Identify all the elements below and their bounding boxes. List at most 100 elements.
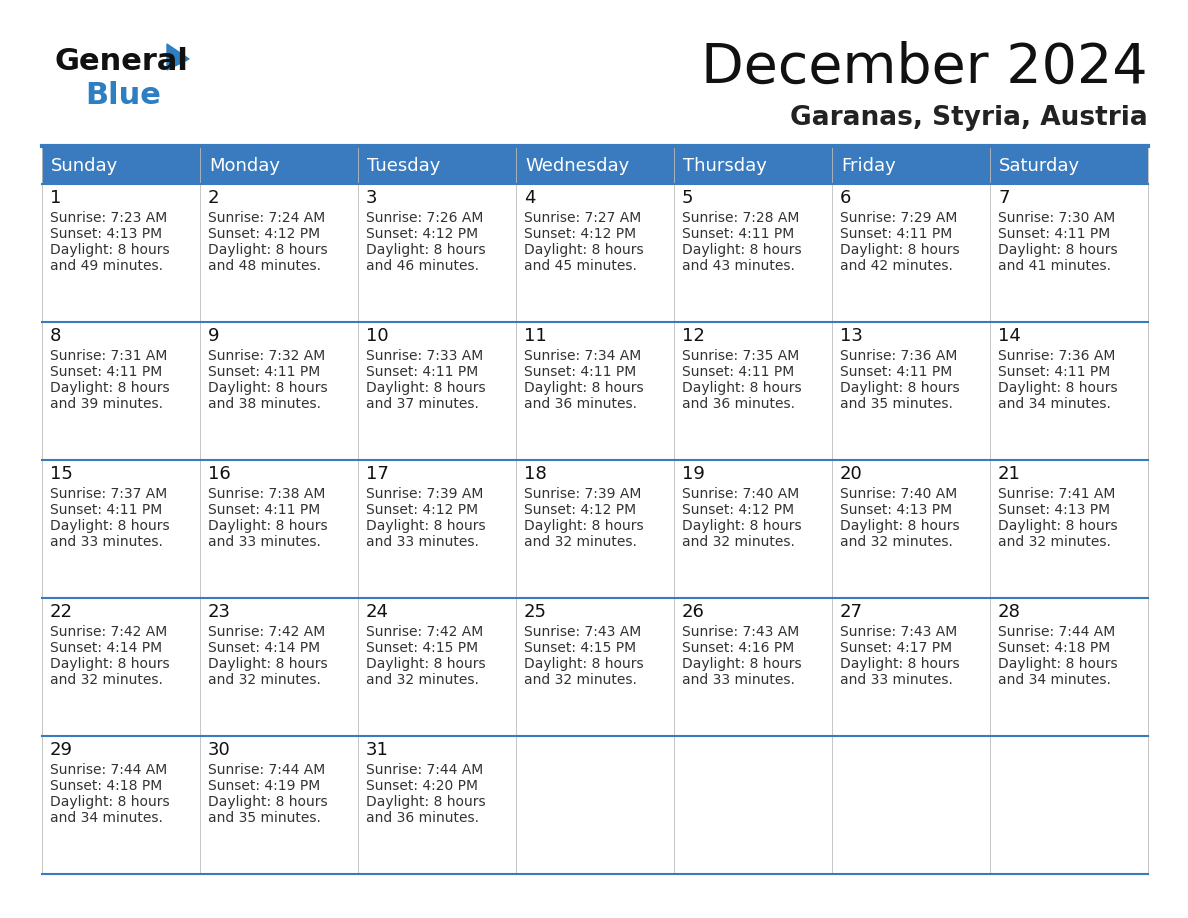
Bar — [832, 148, 990, 184]
Text: Daylight: 8 hours: Daylight: 8 hours — [524, 519, 644, 533]
Text: Sunrise: 7:40 AM: Sunrise: 7:40 AM — [682, 487, 800, 501]
Bar — [516, 184, 674, 322]
Text: Sunrise: 7:42 AM: Sunrise: 7:42 AM — [50, 625, 168, 639]
Bar — [516, 148, 674, 184]
Text: Sunrise: 7:44 AM: Sunrise: 7:44 AM — [50, 763, 168, 777]
Text: Daylight: 8 hours: Daylight: 8 hours — [682, 243, 802, 257]
Bar — [200, 322, 358, 460]
Text: and 36 minutes.: and 36 minutes. — [524, 397, 637, 411]
Text: Sunrise: 7:43 AM: Sunrise: 7:43 AM — [682, 625, 800, 639]
Text: Daylight: 8 hours: Daylight: 8 hours — [840, 243, 960, 257]
Text: 20: 20 — [840, 465, 862, 483]
Text: Sunrise: 7:41 AM: Sunrise: 7:41 AM — [998, 487, 1116, 501]
Text: Sunrise: 7:36 AM: Sunrise: 7:36 AM — [840, 349, 958, 363]
Bar — [358, 148, 516, 184]
Text: Sunset: 4:11 PM: Sunset: 4:11 PM — [840, 227, 953, 241]
Bar — [42, 460, 200, 598]
Bar — [358, 736, 516, 874]
Bar — [674, 184, 832, 322]
Text: Sunset: 4:11 PM: Sunset: 4:11 PM — [682, 365, 795, 379]
Bar — [200, 598, 358, 736]
Text: and 35 minutes.: and 35 minutes. — [840, 397, 953, 411]
Bar — [42, 736, 200, 874]
Text: Daylight: 8 hours: Daylight: 8 hours — [366, 243, 486, 257]
Text: Daylight: 8 hours: Daylight: 8 hours — [50, 519, 170, 533]
Text: 25: 25 — [524, 603, 546, 621]
Bar — [674, 736, 832, 874]
Text: Sunrise: 7:34 AM: Sunrise: 7:34 AM — [524, 349, 642, 363]
Text: 28: 28 — [998, 603, 1020, 621]
Text: and 34 minutes.: and 34 minutes. — [50, 811, 163, 825]
Text: 12: 12 — [682, 327, 704, 345]
Bar — [200, 148, 358, 184]
Text: Sunset: 4:13 PM: Sunset: 4:13 PM — [998, 503, 1110, 517]
Text: Sunset: 4:11 PM: Sunset: 4:11 PM — [50, 503, 163, 517]
Text: 26: 26 — [682, 603, 704, 621]
Text: Sunrise: 7:40 AM: Sunrise: 7:40 AM — [840, 487, 958, 501]
Text: 1: 1 — [50, 189, 62, 207]
Text: Daylight: 8 hours: Daylight: 8 hours — [50, 381, 170, 395]
Text: Daylight: 8 hours: Daylight: 8 hours — [840, 519, 960, 533]
Text: Wednesday: Wednesday — [525, 157, 630, 175]
Text: 31: 31 — [366, 741, 388, 759]
Text: 22: 22 — [50, 603, 72, 621]
Bar — [832, 736, 990, 874]
Text: December 2024: December 2024 — [701, 41, 1148, 95]
Text: Daylight: 8 hours: Daylight: 8 hours — [366, 381, 486, 395]
Text: Sunrise: 7:39 AM: Sunrise: 7:39 AM — [524, 487, 642, 501]
Text: Sunset: 4:12 PM: Sunset: 4:12 PM — [524, 227, 636, 241]
Text: Daylight: 8 hours: Daylight: 8 hours — [524, 243, 644, 257]
Text: Sunrise: 7:44 AM: Sunrise: 7:44 AM — [998, 625, 1116, 639]
Text: and 35 minutes.: and 35 minutes. — [208, 811, 321, 825]
Text: Sunrise: 7:42 AM: Sunrise: 7:42 AM — [366, 625, 484, 639]
Text: Sunset: 4:13 PM: Sunset: 4:13 PM — [50, 227, 162, 241]
Text: 13: 13 — [840, 327, 862, 345]
Text: 5: 5 — [682, 189, 694, 207]
Text: 23: 23 — [208, 603, 230, 621]
Bar — [674, 148, 832, 184]
Text: 10: 10 — [366, 327, 388, 345]
Text: 8: 8 — [50, 327, 62, 345]
Text: Daylight: 8 hours: Daylight: 8 hours — [524, 657, 644, 671]
Text: Sunrise: 7:23 AM: Sunrise: 7:23 AM — [50, 211, 168, 225]
Text: and 33 minutes.: and 33 minutes. — [50, 535, 163, 549]
Text: Sunset: 4:12 PM: Sunset: 4:12 PM — [682, 503, 794, 517]
Text: 15: 15 — [50, 465, 72, 483]
Text: Sunset: 4:18 PM: Sunset: 4:18 PM — [50, 779, 163, 793]
Text: 3: 3 — [366, 189, 378, 207]
Text: Daylight: 8 hours: Daylight: 8 hours — [840, 657, 960, 671]
Text: Garanas, Styria, Austria: Garanas, Styria, Austria — [790, 105, 1148, 131]
Text: Daylight: 8 hours: Daylight: 8 hours — [840, 381, 960, 395]
Bar — [42, 322, 200, 460]
Text: Sunrise: 7:33 AM: Sunrise: 7:33 AM — [366, 349, 484, 363]
Text: and 46 minutes.: and 46 minutes. — [366, 259, 479, 273]
Text: Daylight: 8 hours: Daylight: 8 hours — [998, 657, 1118, 671]
Bar — [42, 598, 200, 736]
Text: and 36 minutes.: and 36 minutes. — [682, 397, 795, 411]
Bar — [200, 460, 358, 598]
Text: Sunrise: 7:36 AM: Sunrise: 7:36 AM — [998, 349, 1116, 363]
Bar — [832, 322, 990, 460]
Text: Sunrise: 7:42 AM: Sunrise: 7:42 AM — [208, 625, 326, 639]
Text: and 43 minutes.: and 43 minutes. — [682, 259, 795, 273]
Text: and 38 minutes.: and 38 minutes. — [208, 397, 321, 411]
Bar — [516, 598, 674, 736]
Text: Sunset: 4:11 PM: Sunset: 4:11 PM — [366, 365, 479, 379]
Text: 2: 2 — [208, 189, 220, 207]
Text: Sunset: 4:12 PM: Sunset: 4:12 PM — [208, 227, 320, 241]
Text: Sunset: 4:11 PM: Sunset: 4:11 PM — [682, 227, 795, 241]
Text: and 32 minutes.: and 32 minutes. — [682, 535, 795, 549]
Text: and 49 minutes.: and 49 minutes. — [50, 259, 163, 273]
Text: Daylight: 8 hours: Daylight: 8 hours — [682, 657, 802, 671]
Text: Daylight: 8 hours: Daylight: 8 hours — [208, 243, 328, 257]
Text: Sunrise: 7:37 AM: Sunrise: 7:37 AM — [50, 487, 168, 501]
Text: 21: 21 — [998, 465, 1020, 483]
Text: Sunset: 4:17 PM: Sunset: 4:17 PM — [840, 641, 952, 655]
Text: Daylight: 8 hours: Daylight: 8 hours — [50, 795, 170, 809]
Bar — [674, 598, 832, 736]
Text: and 32 minutes.: and 32 minutes. — [998, 535, 1111, 549]
Text: and 33 minutes.: and 33 minutes. — [840, 673, 953, 687]
Text: Sunset: 4:12 PM: Sunset: 4:12 PM — [524, 503, 636, 517]
Text: 9: 9 — [208, 327, 220, 345]
Text: Sunset: 4:11 PM: Sunset: 4:11 PM — [50, 365, 163, 379]
